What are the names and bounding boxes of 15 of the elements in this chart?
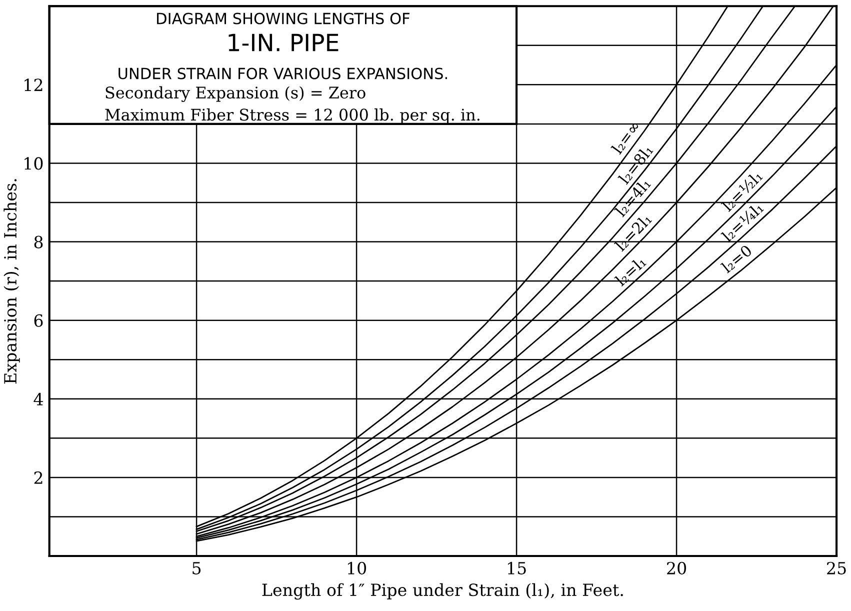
x-tick-label: 5 — [192, 562, 201, 574]
y-tick-label: 2 — [34, 471, 42, 484]
y-tick-label: 4 — [34, 392, 43, 406]
y-tick-label: 8 — [34, 236, 43, 248]
x-tick-label: 20 — [667, 562, 686, 574]
y-tick-label: 10 — [24, 157, 43, 170]
annotation: Secondary Expansion (s) = Zero — [106, 86, 366, 102]
y-tick-label: 12 — [24, 78, 42, 91]
x-tick-label: 25 — [827, 562, 846, 574]
x-axis-title: Length of 1″ Pipe under Strain (l₁), in Feet. — [262, 583, 623, 600]
text: DIAGRAM SHOWING LENGTHS OF 1-IN. PIPE UNDER STRAIN FOR VARIOUS EXPANSIONS. — [118, 12, 447, 80]
x-tick-label: 10 — [348, 562, 366, 574]
y-tick-label: 6 — [34, 314, 43, 327]
x-tick-label: 15 — [508, 562, 526, 574]
y-axis-title: Expansion (r), in Inches. — [4, 179, 20, 384]
